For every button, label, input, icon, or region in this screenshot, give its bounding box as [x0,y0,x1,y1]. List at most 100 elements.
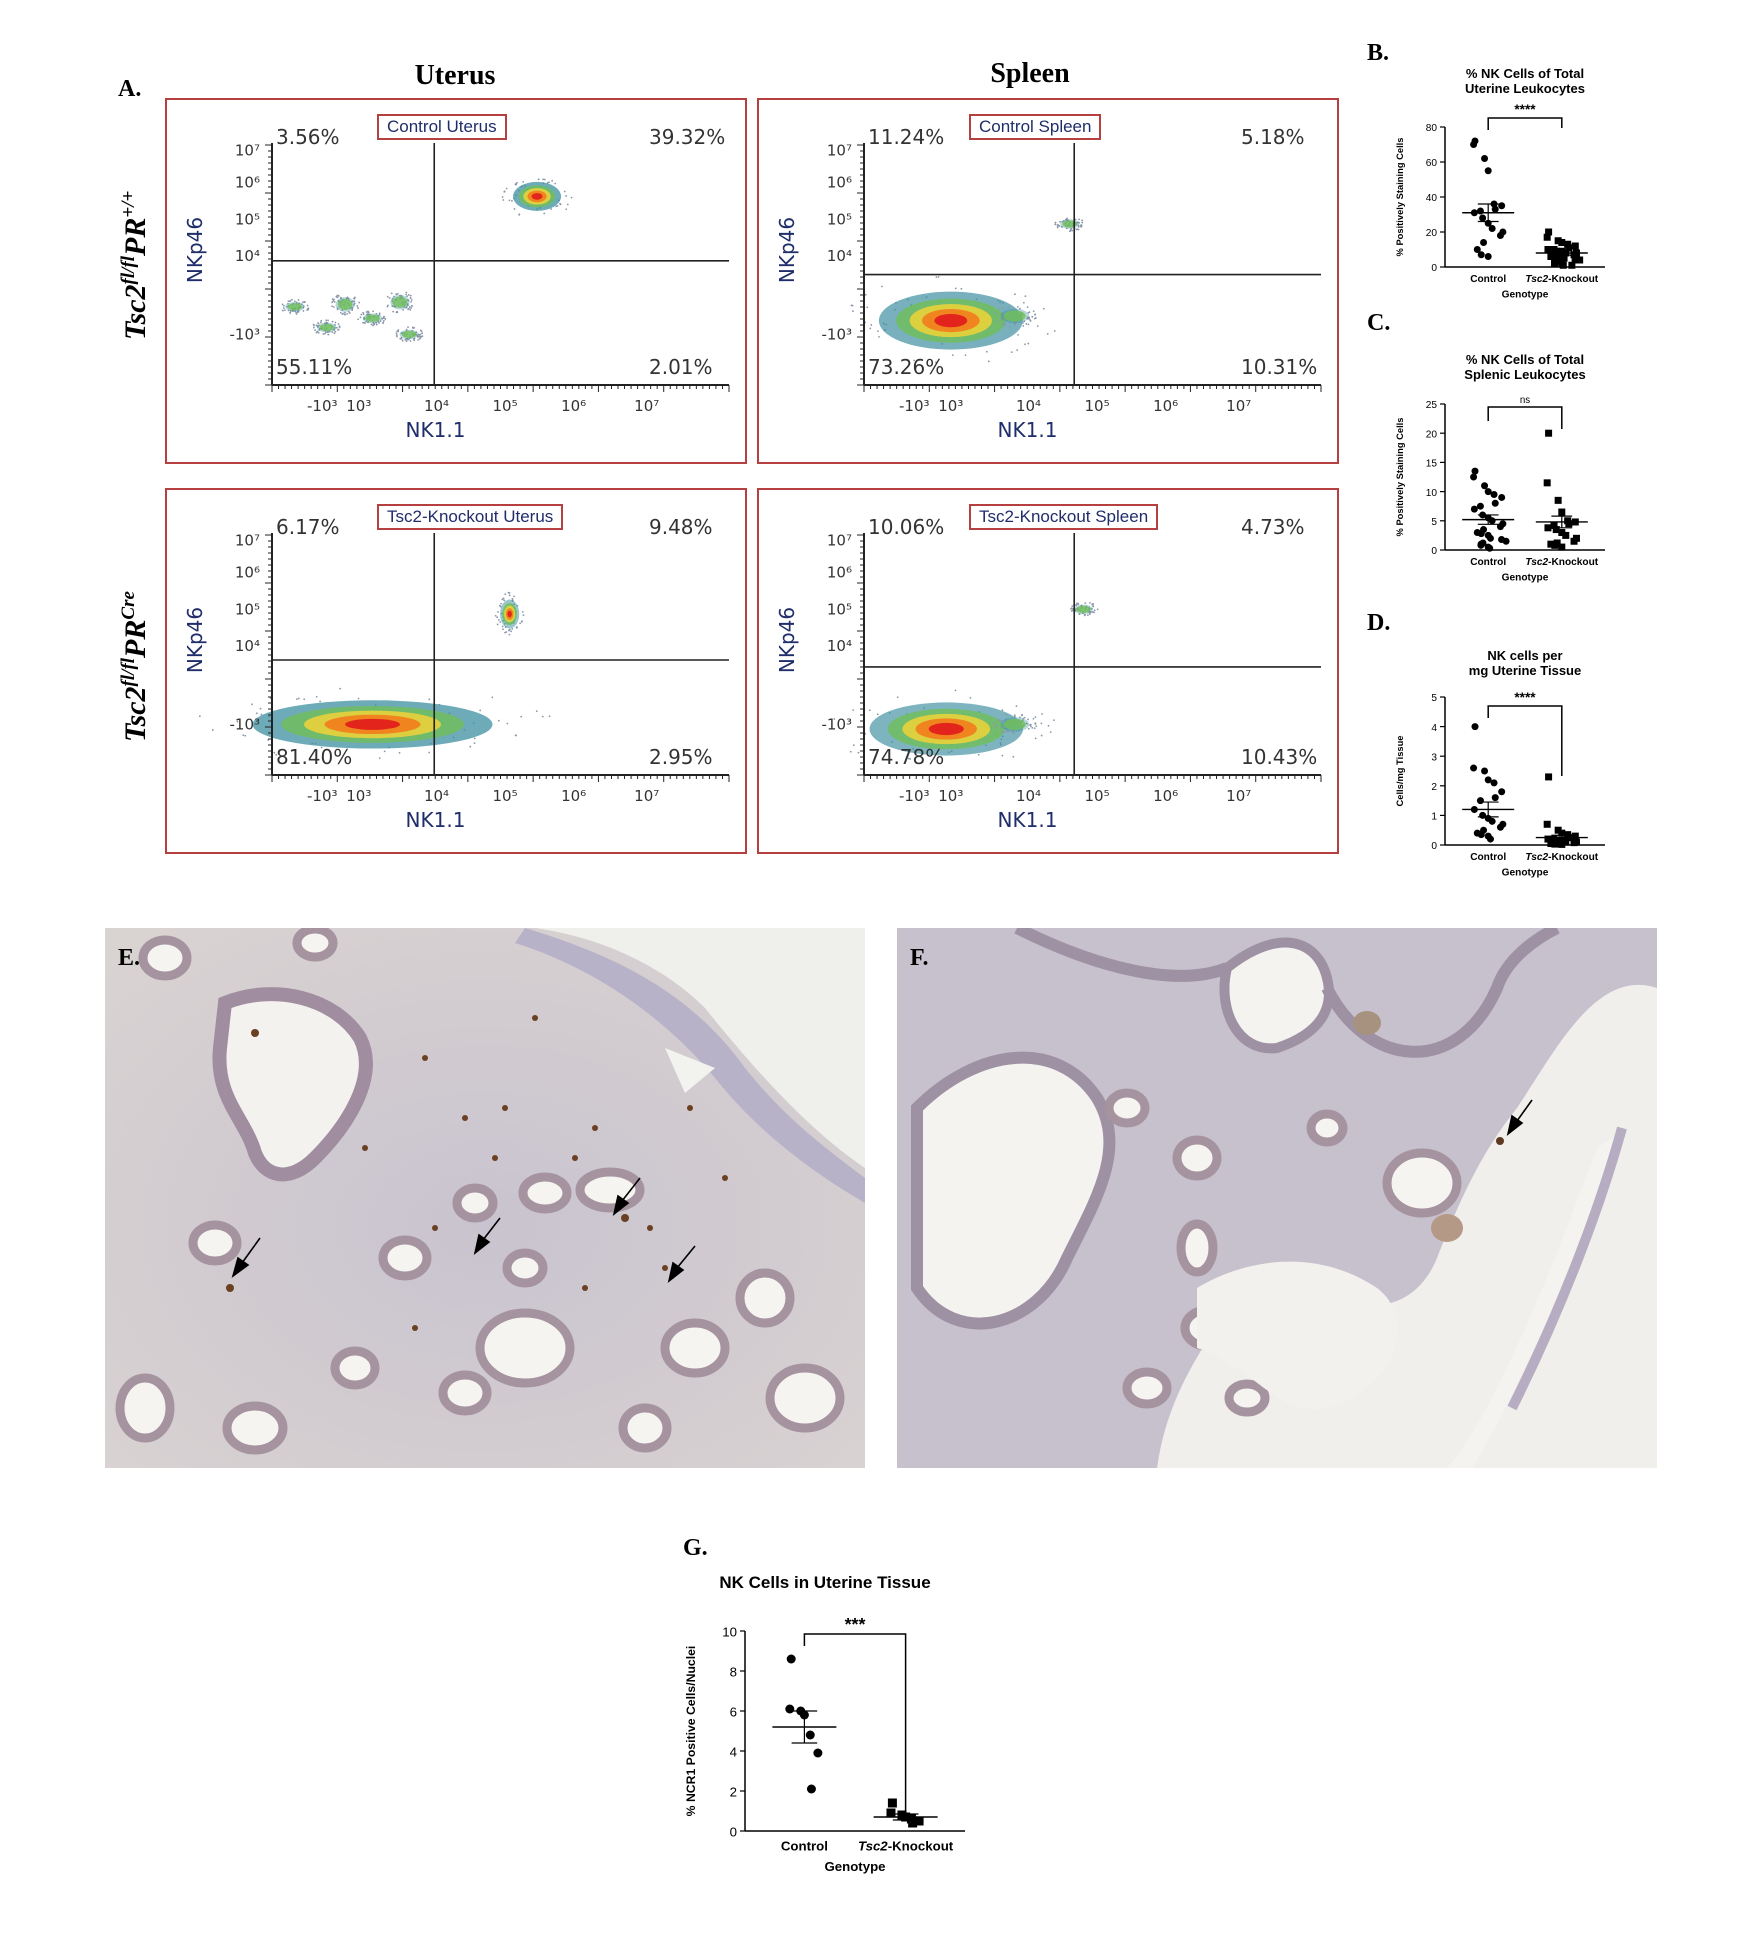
chart-title: % NK Cells of Total [1466,352,1584,367]
significance-bracket [1488,118,1562,130]
data-point [787,1655,796,1664]
data-point [1551,542,1558,549]
y-tick-label: 10⁶ [235,564,260,582]
data-point [1486,545,1493,552]
y-tick-label: 10⁶ [827,174,852,192]
flow-plot-title: Tsc2-Knockout Uterus [377,504,563,530]
x-axis-label: NK1.1 [998,808,1058,832]
data-point [1544,234,1551,241]
data-point [886,1809,895,1818]
quadrant-value-ur: 39.32% [649,125,725,149]
data-point [1492,794,1499,801]
y-tick-label: 0 [1431,263,1437,274]
dot-plot-svg: % NK Cells of TotalUterine Leukocytes 0 20… [1370,62,1640,307]
data-point [1497,824,1504,831]
histology-knockout-svg [897,928,1657,1468]
data-point [1478,530,1485,537]
y-tick-label: 10⁷ [827,141,852,159]
data-point [1478,251,1485,258]
panel-label-g: G. [683,1535,708,1562]
y-tick-label: 6 [730,1704,737,1719]
series-control [772,1655,836,1794]
y-axis-label: NKp46 [775,217,799,283]
x-tick-label: 10⁴ [424,397,449,415]
x-axis-label: NK1.1 [998,418,1058,442]
y-tick-label: -10³ [821,715,852,733]
x-tick-label: 10⁶ [561,787,586,805]
data-point [1481,482,1488,489]
y-tick-label: 10⁵ [235,210,260,228]
data-point [1498,788,1505,795]
y-tick-label: 40 [1426,193,1438,204]
quadrant-value-lr: 10.31% [1241,355,1317,379]
data-point [1480,239,1487,246]
x-tick-label: 10⁶ [561,397,586,415]
y-tick-label: 15 [1426,459,1438,470]
y-tick-label: 4 [1431,723,1437,734]
quadrant-value-lr: 2.01% [649,355,713,379]
chart-title: % NK Cells of Total [1466,66,1584,81]
quadrant-value-ll: 74.78% [868,745,944,769]
y-tick-label: 10⁴ [827,637,852,655]
data-point [1544,479,1551,486]
quadrant-value-ul: 11.24% [868,125,944,149]
data-point [1497,232,1504,239]
quadrant-value-lr: 2.95% [649,745,713,769]
significance-label: *** [845,1614,866,1634]
data-point [1572,243,1579,250]
y-tick-label: 60 [1426,158,1438,169]
y-tick-label: 10⁶ [827,564,852,582]
x-tick-label: 10⁵ [493,397,518,415]
y-tick-label: 0 [1431,841,1437,852]
y-tick-label: 3 [1431,752,1437,763]
y-axis-label: Cells/mg Tissue [1395,736,1405,807]
y-axis-label: % Positively Staining Cells [1395,418,1405,537]
data-point [1477,797,1484,804]
flow-plot-svg: -10³ 10³ 10⁴ 10⁵ 10⁶ 10⁷ 10⁷ 10⁶ 10⁵ 10⁴ -10³ NK1.1… [167,100,745,462]
x-axis-label: Genotype [824,1859,885,1874]
data-point [1545,430,1552,437]
y-tick-label: 10⁵ [827,600,852,618]
data-point [1477,503,1484,510]
x-tick-label: -10³ [899,397,930,415]
quadrant-value-lr: 10.43% [1241,745,1317,769]
x-tick-label: 10³ [346,397,371,415]
y-tick-label: 2 [730,1784,737,1799]
flow-plot-svg: -10³ 10³ 10⁴ 10⁵ 10⁶ 10⁷ 10⁷ 10⁶ 10⁵ 10⁴ -10³ NK1.1… [759,100,1337,462]
x-tick-label: Control [1470,557,1506,568]
flow-plot-1: -10³ 10³ 10⁴ 10⁵ 10⁶ 10⁷ 10⁷ 10⁶ 10⁵ 10⁴ -10³ NK1.1… [165,98,747,464]
y-tick-label: -10³ [821,325,852,343]
y-tick-label: 0 [730,1824,737,1839]
panel-label-a: A. [118,76,141,103]
x-axis-label: Genotype [1502,573,1549,584]
quadrant-value-ur: 5.18% [1241,125,1305,149]
chart-title: mg Uterine Tissue [1469,663,1581,678]
x-tick-label: 10⁴ [424,787,449,805]
y-tick-label: 20 [1426,228,1438,239]
series-control [1462,723,1514,842]
data-point [1485,167,1492,174]
x-tick-label: Control [1470,852,1506,863]
x-tick-label: 10³ [938,397,963,415]
chart-d: NK cells per mg Uterine Tissue 0 1 2 3 4 5 Cells… [1370,645,1640,890]
x-tick-label: 10³ [346,787,371,805]
x-tick-label: 10⁶ [1153,397,1178,415]
data-point [1472,468,1479,475]
y-tick-label: 1 [1431,812,1437,823]
chart-g: NK Cells in Uterine Tissue 0 2 4 6 8 10% NCR1 … [680,1568,980,1898]
quadrant-value-ul: 3.56% [276,125,340,149]
y-tick-label: -10³ [229,715,260,733]
data-point [1571,538,1578,545]
series-control [1462,138,1514,261]
chart-title: Uterine Leukocytes [1465,81,1585,96]
y-axis-label: % Positively Staining Cells [1395,138,1405,257]
column-header-uterus: Uterus [305,60,605,92]
y-tick-label: 10⁷ [235,141,260,159]
data-point [1472,723,1479,730]
data-point [1478,831,1485,838]
x-tick-label: -10³ [307,397,338,415]
flow-plot-title: Control Spleen [969,114,1101,140]
data-point [1470,765,1477,772]
quadrant-value-ll: 73.26% [868,355,944,379]
y-tick-label: 5 [1431,693,1437,704]
